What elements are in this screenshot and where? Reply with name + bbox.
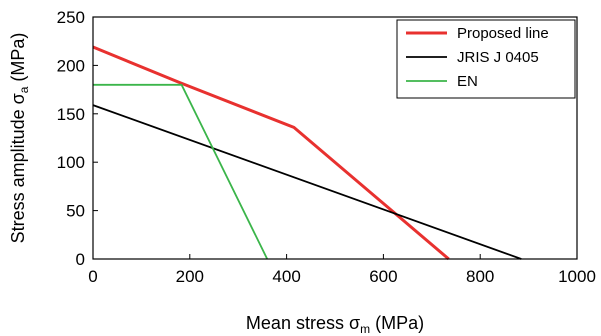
plot-frame bbox=[92, 16, 578, 260]
legend: Proposed line JRIS J 0405 EN bbox=[396, 19, 576, 99]
y-tick-label: 100 bbox=[57, 153, 85, 172]
x-axis-title: Mean stress σm (MPa) bbox=[246, 313, 424, 336]
series-line-2 bbox=[92, 104, 522, 260]
x-axis-title-sub: m bbox=[360, 322, 370, 336]
legend-label-2: JRIS J 0405 bbox=[457, 49, 539, 66]
series-line-1 bbox=[92, 45, 450, 261]
y-axis-title-unit: (MPa) bbox=[8, 33, 28, 87]
x-tick-label: 0 bbox=[88, 267, 97, 286]
y-axis-title: Stress amplitude σa (MPa) bbox=[8, 33, 31, 244]
y-tick-label: 50 bbox=[66, 202, 85, 221]
x-axis-title-unit: (MPa) bbox=[370, 313, 424, 333]
series-line-3 bbox=[93, 83, 269, 260]
legend-label-1: Proposed line bbox=[457, 25, 549, 42]
y-axis-title-sub: a bbox=[17, 86, 31, 93]
x-tick-label: 1000 bbox=[558, 267, 596, 286]
y-axis-title-main: Stress amplitude σ bbox=[8, 93, 28, 243]
y-tick-label: 200 bbox=[57, 56, 85, 75]
x-tick-label: 800 bbox=[466, 267, 494, 286]
x-tick-label: 600 bbox=[369, 267, 397, 286]
x-tick-label: 400 bbox=[272, 267, 300, 286]
y-tick-label: 0 bbox=[76, 250, 85, 269]
legend-box bbox=[396, 19, 576, 99]
series-layer bbox=[92, 45, 522, 261]
x-tick-label: 200 bbox=[176, 267, 204, 286]
legend-label-3: EN bbox=[457, 73, 478, 90]
tick-layer: 0 200 400 600 800 1000 0 50 100 150 200 250 bbox=[57, 8, 596, 286]
x-axis-title-main: Mean stress σ bbox=[246, 313, 360, 333]
y-tick-label: 150 bbox=[57, 105, 85, 124]
y-tick-label: 250 bbox=[57, 8, 85, 27]
